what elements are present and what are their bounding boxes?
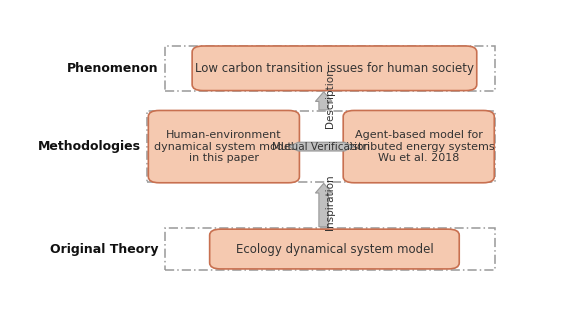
Bar: [165, 228, 496, 270]
Text: Inspiration: Inspiration: [325, 175, 335, 230]
Polygon shape: [289, 142, 354, 151]
Text: Methodologies: Methodologies: [38, 140, 141, 153]
Text: Human-environment
dynamical system model
in this paper: Human-environment dynamical system model…: [154, 130, 294, 163]
FancyBboxPatch shape: [210, 229, 459, 269]
Text: Description: Description: [325, 69, 335, 128]
FancyArrow shape: [315, 92, 332, 110]
Text: Mutual Verification: Mutual Verification: [272, 141, 370, 151]
Text: Low carbon transition issues for human society: Low carbon transition issues for human s…: [195, 62, 474, 75]
Text: Phenomenon: Phenomenon: [67, 62, 158, 75]
Text: Agent-based model for
distributed energy systems
Wu et al. 2018: Agent-based model for distributed energy…: [342, 130, 495, 163]
FancyBboxPatch shape: [149, 110, 299, 183]
Bar: [147, 111, 496, 182]
Bar: [165, 46, 496, 90]
FancyBboxPatch shape: [343, 110, 494, 183]
Text: Original Theory: Original Theory: [50, 243, 158, 255]
FancyArrow shape: [315, 183, 332, 227]
Text: Ecology dynamical system model: Ecology dynamical system model: [236, 243, 433, 255]
FancyBboxPatch shape: [192, 46, 477, 90]
